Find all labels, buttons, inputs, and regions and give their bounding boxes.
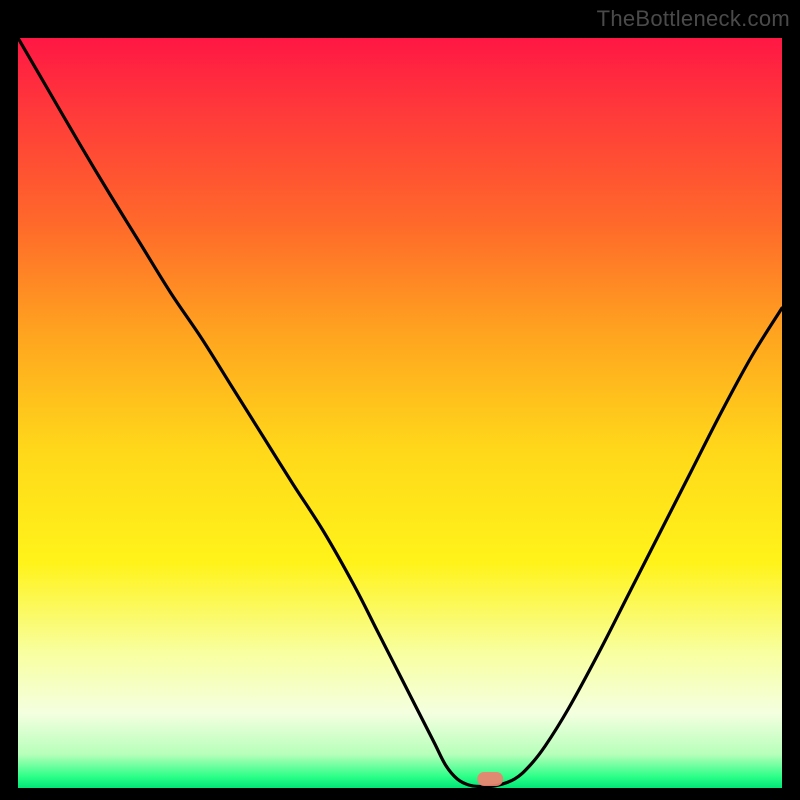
chart-svg [0,0,800,800]
watermark-text: TheBottleneck.com [597,6,790,32]
optimum-marker [477,772,503,786]
bottleneck-chart: TheBottleneck.com [0,0,800,800]
